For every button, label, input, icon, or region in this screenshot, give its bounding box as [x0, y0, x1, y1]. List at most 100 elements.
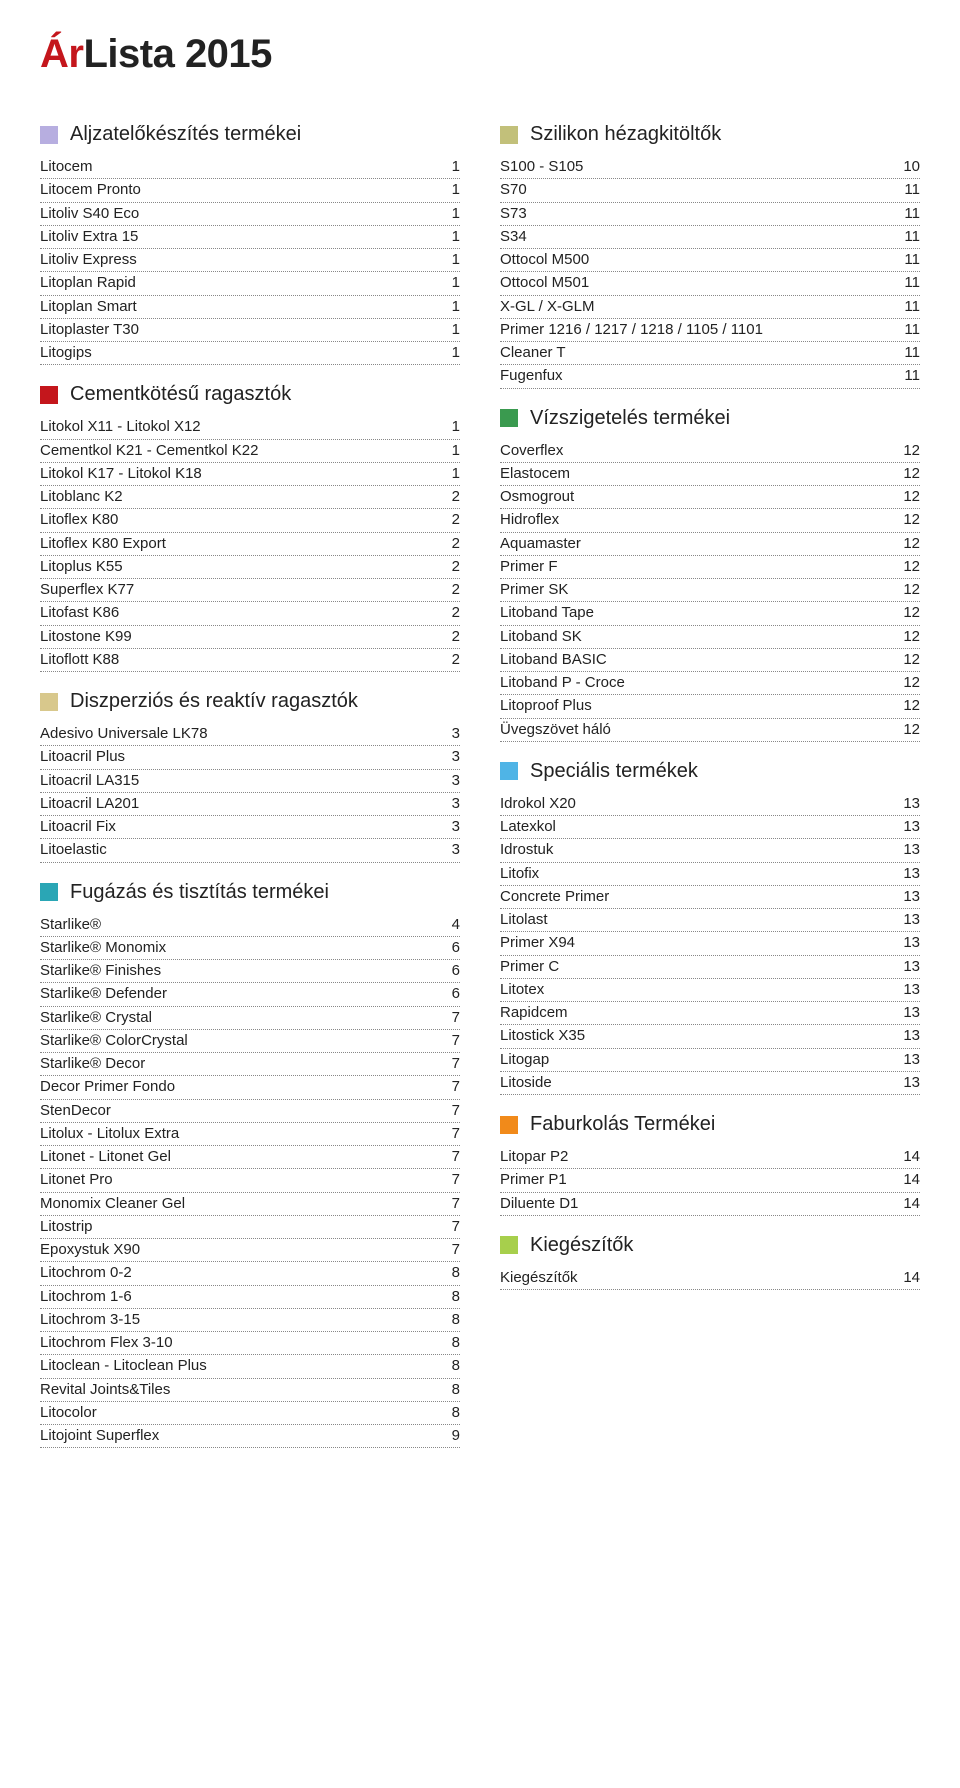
toc-item-page: 1: [446, 204, 460, 224]
toc-item-page: 7: [446, 1124, 460, 1144]
toc-row: Epoxystuk X907: [40, 1239, 460, 1262]
toc-row: Litoside13: [500, 1072, 920, 1095]
toc-row: Litogips1: [40, 342, 460, 365]
section-color-icon: [40, 386, 58, 404]
toc-item-name: Starlike® Crystal: [40, 1008, 152, 1028]
toc-item-name: Primer P1: [500, 1170, 567, 1190]
toc-row: Idrokol X2013: [500, 793, 920, 816]
toc-item-page: 6: [446, 984, 460, 1004]
title-ar: Ár: [40, 32, 83, 76]
toc-item-page: 2: [446, 650, 460, 670]
toc-row: Litokol K17 - Litokol K181: [40, 463, 460, 486]
toc-row: Litoflex K802: [40, 509, 460, 532]
toc-item-name: Adesivo Universale LK78: [40, 724, 208, 744]
toc-item-page: 3: [446, 840, 460, 860]
toc-item-page: 8: [446, 1356, 460, 1376]
toc-row: Starlike® Crystal 7: [40, 1007, 460, 1030]
toc-row: Litoplus K552: [40, 556, 460, 579]
toc-item-name: Litoplan Smart: [40, 297, 137, 317]
toc-item-page: 12: [897, 510, 920, 530]
toc-item-name: Litostick X35: [500, 1026, 585, 1046]
toc-item-name: S100 - S105: [500, 157, 583, 177]
toc-item-name: Litocem: [40, 157, 93, 177]
toc-item-page: 14: [897, 1268, 920, 1288]
toc-item-name: Litochrom 1-6: [40, 1287, 132, 1307]
toc-item-page: 11: [898, 204, 920, 224]
section-color-icon: [500, 126, 518, 144]
toc-row: Primer F12: [500, 556, 920, 579]
toc-item-name: Cementkol K21 - Cementkol K22: [40, 441, 258, 461]
section-color-icon: [500, 1116, 518, 1134]
section-color-icon: [40, 883, 58, 901]
toc-item-name: Litopar P2: [500, 1147, 568, 1167]
toc-item-page: 8: [446, 1403, 460, 1423]
toc-row: X-GL / X-GLM11: [500, 296, 920, 319]
toc-item-page: 13: [897, 794, 920, 814]
toc-item-name: Litokol X11 - Litokol X12: [40, 417, 201, 437]
toc-item-name: Litoband SK: [500, 627, 582, 647]
toc-item-page: 7: [446, 1217, 460, 1237]
toc-item-page: 13: [897, 910, 920, 930]
toc-item-page: 7: [446, 1194, 460, 1214]
toc-row: Litostrip7: [40, 1216, 460, 1239]
toc-row: Latexkol13: [500, 816, 920, 839]
toc-item-page: 7: [446, 1008, 460, 1028]
toc-item-page: 11: [898, 343, 920, 363]
toc-item-page: 11: [898, 250, 920, 270]
toc-row: Starlike®4: [40, 914, 460, 937]
toc-row: Litochrom 0-28: [40, 1262, 460, 1285]
toc-item-page: 7: [446, 1147, 460, 1167]
toc-item-page: 12: [897, 487, 920, 507]
toc-item-page: 11: [898, 297, 920, 317]
section-color-icon: [500, 1236, 518, 1254]
section-header: Kiegészítők: [500, 1234, 920, 1257]
toc-item-page: 3: [446, 747, 460, 767]
toc-item-name: Litolast: [500, 910, 548, 930]
toc-item-name: Litoside: [500, 1073, 552, 1093]
section-title: Speciális termékek: [530, 760, 698, 783]
toc-item-page: 8: [446, 1263, 460, 1283]
toc-item-page: 6: [446, 961, 460, 981]
toc-item-name: S73: [500, 204, 527, 224]
toc-item-name: Litoflex K80 Export: [40, 534, 166, 554]
toc-row: Coverflex12: [500, 440, 920, 463]
toc-item-name: Litofix: [500, 864, 539, 884]
toc-item-page: 7: [446, 1077, 460, 1097]
toc-item-page: 8: [446, 1310, 460, 1330]
toc-row: Litoliv S40 Eco1: [40, 203, 460, 226]
section-title: Kiegészítők: [530, 1234, 633, 1257]
toc-item-name: Litochrom Flex 3-10: [40, 1333, 173, 1353]
toc-row: Aquamaster12: [500, 533, 920, 556]
section-title: Faburkolás Termékei: [530, 1113, 715, 1136]
toc-row: Fugenfux11: [500, 365, 920, 388]
toc-item-page: 1: [446, 297, 460, 317]
toc-row: Rapidcem13: [500, 1002, 920, 1025]
toc-item-name: Litoacril Plus: [40, 747, 125, 767]
toc-row: Cleaner T 11: [500, 342, 920, 365]
toc-row: Litoacril Fix3: [40, 816, 460, 839]
toc-item-page: 13: [897, 817, 920, 837]
toc-item-name: Osmogrout: [500, 487, 574, 507]
toc-item-name: Litogap: [500, 1050, 549, 1070]
toc-item-page: 4: [446, 915, 460, 935]
toc-item-page: 14: [897, 1194, 920, 1214]
toc-item-name: Idrostuk: [500, 840, 553, 860]
toc-item-page: 11: [898, 366, 920, 386]
toc-row: Primer C13: [500, 956, 920, 979]
toc-item-page: 9: [446, 1426, 460, 1446]
toc-item-page: 2: [446, 603, 460, 623]
toc-row: Litoacril LA3153: [40, 770, 460, 793]
toc-item-page: 11: [898, 320, 920, 340]
toc-row: Adesivo Universale LK783: [40, 723, 460, 746]
toc-item-page: 3: [446, 817, 460, 837]
section-header: Cementkötésű ragasztók: [40, 383, 460, 406]
toc-item-name: Cleaner T: [500, 343, 566, 363]
toc-row: Primer SK12: [500, 579, 920, 602]
toc-row: Litoplaster T301: [40, 319, 460, 342]
toc-item-page: 13: [897, 1026, 920, 1046]
toc-item-name: Litofast K86: [40, 603, 119, 623]
toc-item-name: Concrete Primer: [500, 887, 609, 907]
toc-item-name: Starlike® Finishes: [40, 961, 161, 981]
toc-row: Litoband BASIC12: [500, 649, 920, 672]
toc-item-page: 13: [897, 864, 920, 884]
